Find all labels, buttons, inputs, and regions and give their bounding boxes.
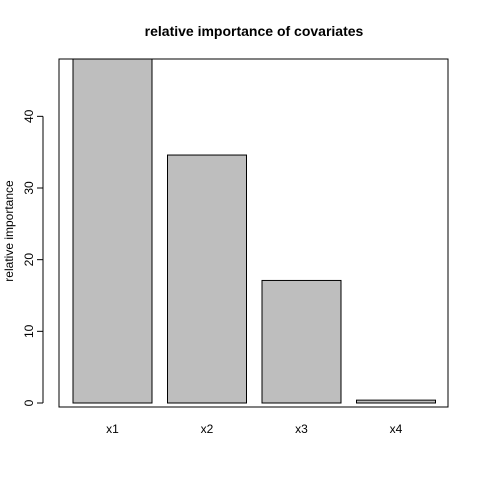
x-tick-label: x3 — [295, 422, 308, 436]
bar-x4 — [356, 399, 436, 404]
bar-x1 — [72, 58, 153, 404]
plot-area: x1 x2 x3 x4 0 10 20 30 40 — [22, 58, 449, 436]
bar-x2 — [167, 154, 247, 404]
y-tick-label: 30 — [22, 181, 36, 195]
chart-title: relative importance of covariates — [145, 23, 364, 39]
x-tick-label: x1 — [106, 422, 119, 436]
y-tick-label: 40 — [22, 109, 36, 123]
y-tick-label: 10 — [22, 324, 36, 338]
plot-frame — [58, 58, 449, 408]
bar-x3 — [261, 279, 342, 404]
x-tick-label: x4 — [390, 422, 403, 436]
y-tick-label: 20 — [22, 253, 36, 267]
y-tick-label: 0 — [22, 399, 36, 406]
x-tick-label: x2 — [201, 422, 214, 436]
y-axis-label: relative importance — [2, 180, 16, 282]
